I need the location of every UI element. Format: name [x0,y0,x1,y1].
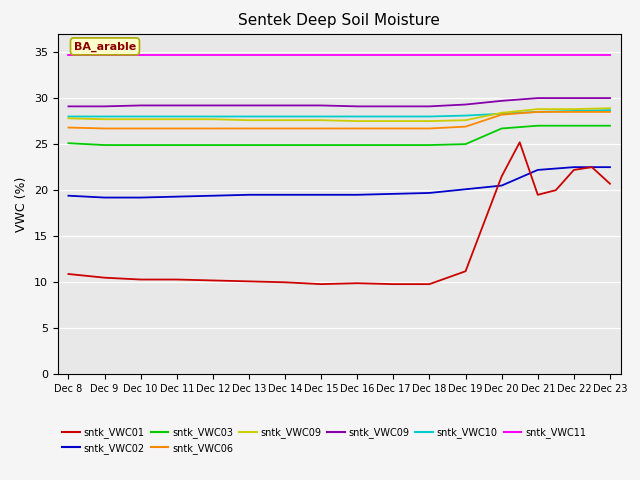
Y-axis label: VWC (%): VWC (%) [15,176,28,232]
Title: Sentek Deep Soil Moisture: Sentek Deep Soil Moisture [238,13,440,28]
Text: BA_arable: BA_arable [74,41,136,51]
Legend: sntk_VWC01, sntk_VWC02, sntk_VWC03, sntk_VWC06, sntk_VWC09, sntk_VWC09, sntk_VWC: sntk_VWC01, sntk_VWC02, sntk_VWC03, sntk… [63,427,586,454]
